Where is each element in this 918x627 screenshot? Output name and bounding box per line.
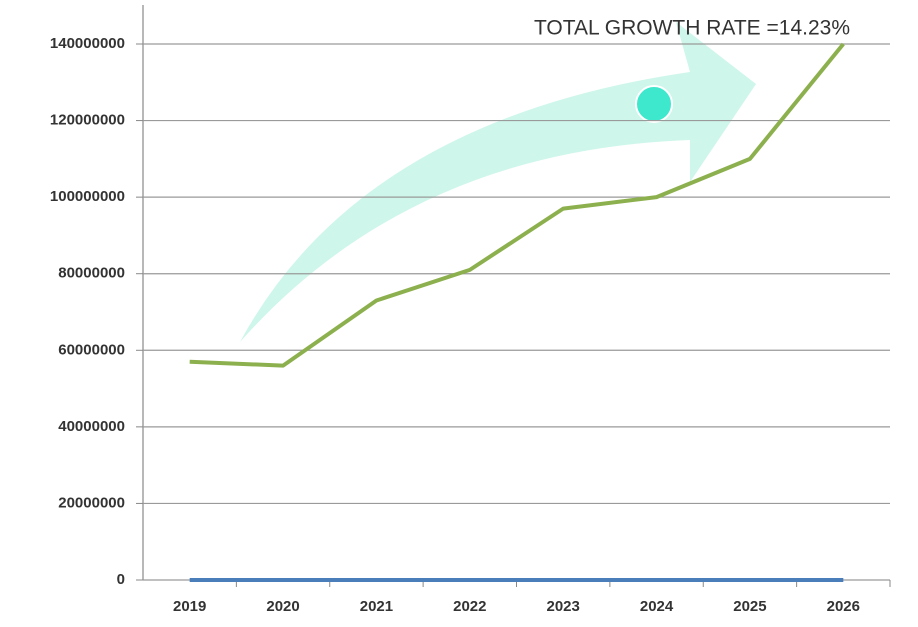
series-line [189, 42, 845, 368]
growth-arrow [240, 22, 756, 342]
y-tick-label: 140000000 [50, 35, 125, 52]
y-tick-label: 40000000 [58, 418, 125, 435]
y-tick-label: 120000000 [50, 112, 125, 129]
y-tick-label: 100000000 [50, 188, 125, 205]
marker-dot [635, 85, 673, 123]
x-tick-label: 2020 [266, 598, 299, 615]
x-tick-label: 2024 [640, 598, 674, 615]
x-tick-label: 2025 [733, 598, 766, 615]
x-tick-label: 2022 [453, 598, 486, 615]
y-tick-label: 0 [117, 571, 125, 588]
x-tick-label: 2026 [827, 598, 860, 615]
x-tick-label: 2021 [360, 598, 393, 615]
annotation: TOTAL GROWTH RATE =14.23% [534, 17, 850, 40]
y-tick-label: 60000000 [58, 341, 125, 358]
x-tick-label: 2023 [547, 598, 580, 615]
x-tick-label: 2019 [173, 598, 206, 615]
y-tick-label: 20000000 [58, 494, 125, 511]
y-tick-label: 80000000 [58, 265, 125, 282]
